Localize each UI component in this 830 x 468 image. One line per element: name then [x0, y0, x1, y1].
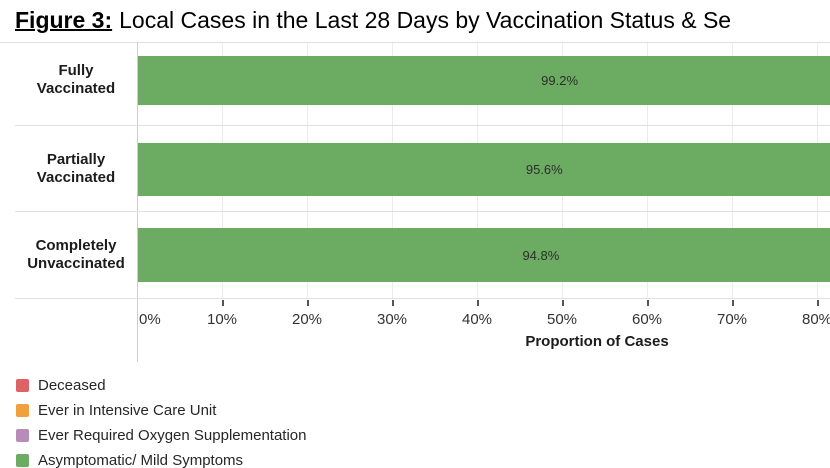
category-label-fully-vaccinated: Fully Vaccinated	[14, 62, 138, 98]
category-label-line: Vaccinated	[36, 80, 116, 97]
x-tick-mark	[562, 300, 564, 306]
legend-label: Ever in Intensive Care Unit	[38, 402, 217, 419]
legend-item-asymptomatic-mild: Asymptomatic/ Mild Symptoms	[16, 452, 307, 468]
x-tick-label: 10%	[206, 311, 238, 328]
x-tick-label: 50%	[546, 311, 578, 328]
x-tick-label: 20%	[291, 311, 323, 328]
x-tick-mark	[392, 300, 394, 306]
bar-value-label: 94.8%	[522, 247, 560, 263]
category-label-line: Completely	[35, 237, 117, 254]
category-label-partially-vaccinated: Partially Vaccinated	[14, 151, 138, 187]
legend: Deceased Ever in Intensive Care Unit Eve…	[16, 377, 307, 468]
legend-swatch-oxygen-supplementation	[16, 429, 29, 442]
row-divider	[15, 211, 830, 212]
category-label-completely-unvaccinated: Completely Unvaccinated	[14, 237, 138, 273]
legend-label: Ever Required Oxygen Supplementation	[38, 427, 307, 444]
bar-fully-vaccinated: 99.2%	[138, 56, 830, 105]
x-tick-mark	[307, 300, 309, 306]
legend-swatch-intensive-care	[16, 404, 29, 417]
bar-completely-unvaccinated: 94.8%	[138, 228, 830, 282]
x-tick-label: 60%	[631, 311, 663, 328]
legend-label: Asymptomatic/ Mild Symptoms	[38, 452, 244, 468]
bar-value-label: 95.6%	[525, 162, 563, 177]
x-tick-mark	[817, 300, 819, 306]
x-tick-mark	[732, 300, 734, 306]
row-divider	[15, 298, 830, 299]
bar-value-label: 99.2%	[541, 73, 579, 88]
title-separator-line	[0, 42, 830, 43]
category-label-line: Partially	[46, 151, 106, 168]
legend-item-intensive-care: Ever in Intensive Care Unit	[16, 402, 307, 419]
y-axis-line	[137, 42, 138, 362]
category-label-line: Vaccinated	[36, 169, 116, 186]
x-tick-label: 40%	[461, 311, 493, 328]
legend-swatch-deceased	[16, 379, 29, 392]
legend-swatch-asymptomatic-mild	[16, 454, 29, 467]
x-tick-label: 80%	[801, 311, 830, 328]
x-tick-label: 0%	[139, 311, 161, 328]
x-tick-mark	[222, 300, 224, 306]
x-tick-mark	[477, 300, 479, 306]
legend-label: Deceased	[38, 377, 106, 394]
x-tick-label: 30%	[376, 311, 408, 328]
x-axis-title: Proportion of Cases	[525, 333, 669, 350]
x-tick-mark	[647, 300, 649, 306]
bar-partially-vaccinated: 95.6%	[138, 143, 830, 196]
category-label-line: Unvaccinated	[27, 255, 125, 272]
row-divider	[15, 125, 830, 126]
category-label-line: Fully	[58, 62, 94, 79]
legend-item-deceased: Deceased	[16, 377, 307, 394]
figure-title: Figure 3: Local Cases in the Last 28 Days…	[15, 7, 731, 34]
figure-number-label: Figure 3:	[15, 7, 113, 33]
legend-item-oxygen-supplementation: Ever Required Oxygen Supplementation	[16, 427, 307, 444]
x-tick-label: 70%	[716, 311, 748, 328]
figure-title-text: Local Cases in the Last 28 Days by Vacci…	[119, 7, 732, 33]
